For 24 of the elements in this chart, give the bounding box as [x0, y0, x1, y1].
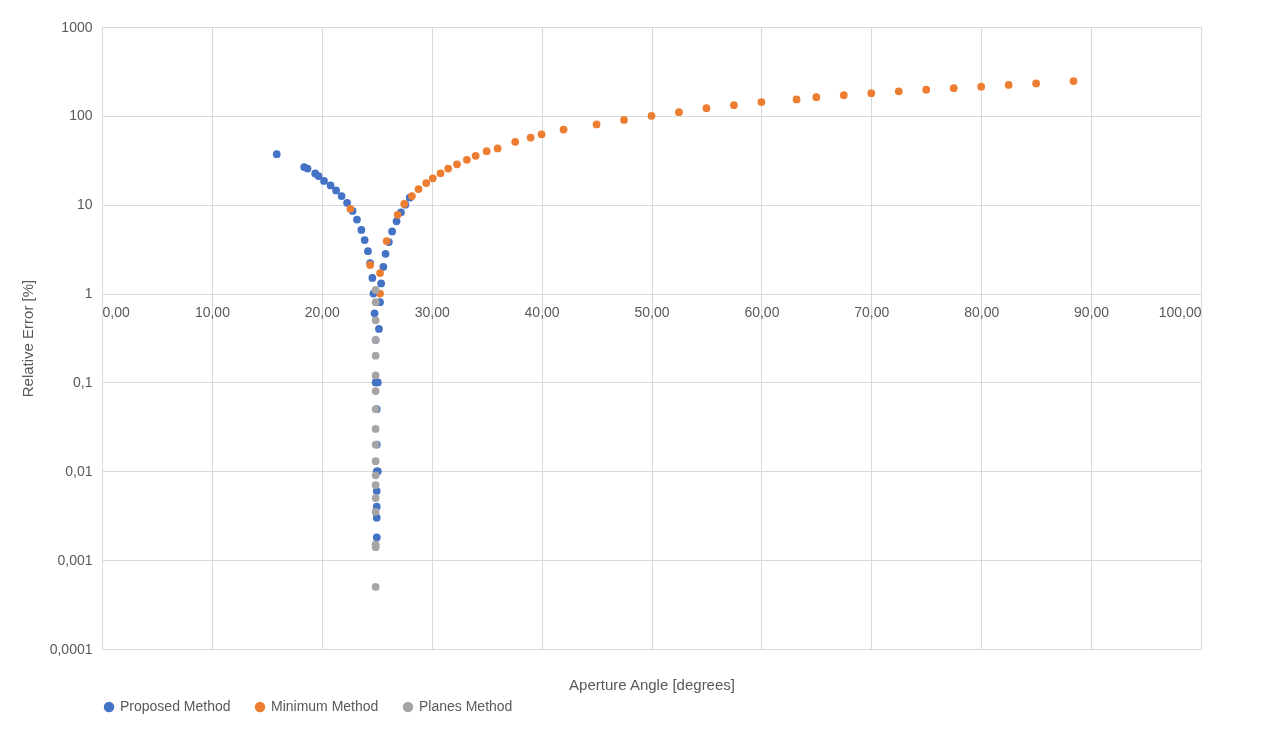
- x-tick-label: 30,00: [414, 304, 450, 321]
- y-tick-label: 10: [76, 196, 93, 213]
- y-tick-label: 0,001: [57, 551, 93, 568]
- x-tick-label: 70,00: [854, 304, 890, 321]
- x-tick-label: 0,00: [102, 304, 130, 321]
- x-tick-label: 40,00: [524, 304, 560, 321]
- y-tick-label: 0,1: [73, 373, 93, 390]
- legend-label: Minimum Method: [271, 698, 379, 714]
- x-tick-label: 100,00: [1158, 304, 1202, 321]
- y-tick-label: 1000: [61, 18, 93, 35]
- y-tick-label: 100: [69, 107, 93, 124]
- y-axis-title: Relative Error [%]: [18, 279, 36, 398]
- legend-label: Planes Method: [419, 698, 513, 714]
- x-axis-title: Aperture Angle [degrees]: [569, 675, 735, 693]
- y-tick-label: 0,01: [65, 462, 93, 479]
- x-tick-label: 10,00: [194, 304, 231, 321]
- legend-label: Proposed Method: [120, 698, 231, 714]
- y-tick-label: 0,0001: [49, 640, 93, 657]
- x-tick-label: 90,00: [1074, 304, 1110, 321]
- x-tick-label: 60,00: [744, 304, 780, 321]
- x-tick-label: 80,00: [964, 304, 1000, 321]
- x-tick-label: 50,00: [634, 304, 670, 321]
- x-tick-label: 20,00: [304, 304, 341, 321]
- y-tick-label: 1: [84, 285, 93, 302]
